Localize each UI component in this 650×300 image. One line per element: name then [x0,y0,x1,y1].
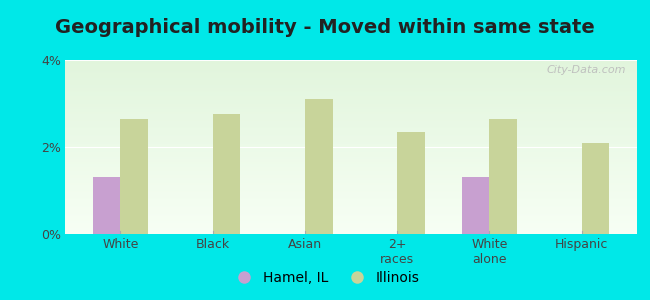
Bar [305,99,333,234]
Bar [213,114,240,234]
Text: City-Data.com: City-Data.com [546,65,625,75]
Text: Geographical mobility - Moved within same state: Geographical mobility - Moved within sam… [55,18,595,37]
Bar [462,178,489,234]
Bar [120,119,148,234]
Bar [582,143,609,234]
Bar [489,119,517,234]
Bar [397,132,425,234]
Bar [93,178,120,234]
Legend: Hamel, IL, Illinois: Hamel, IL, Illinois [224,265,426,290]
